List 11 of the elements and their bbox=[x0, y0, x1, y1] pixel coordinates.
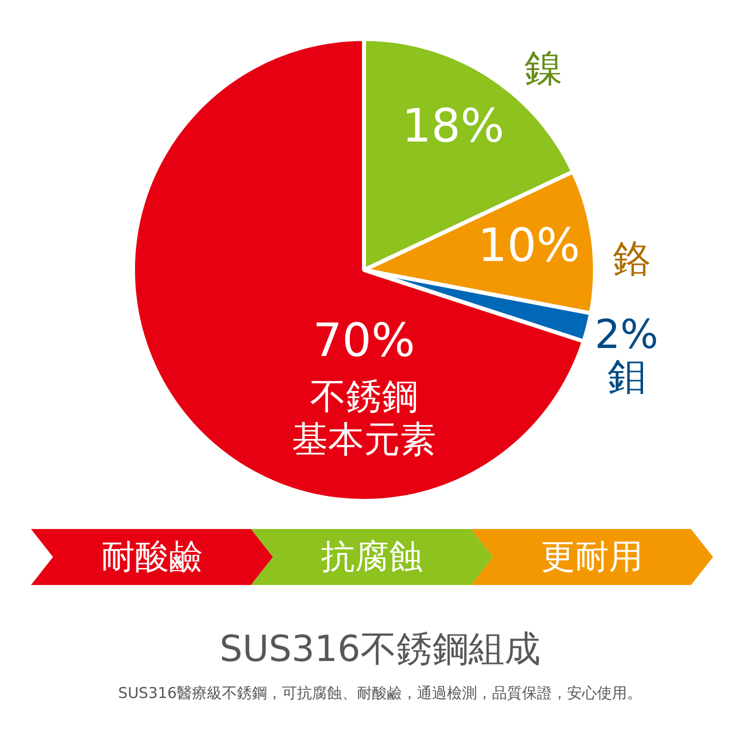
data-label: 18% bbox=[402, 98, 504, 153]
data-label: 10% bbox=[478, 218, 580, 272]
text: 抗腐蝕 bbox=[321, 537, 423, 577]
slice-label: 不銹鋼基本元素 bbox=[292, 376, 436, 460]
text: SUS316醫療級不銹鋼，可抗腐蝕、耐酸鹼，通過檢測，品質保證，安心使用。 bbox=[118, 684, 642, 702]
text: 耐酸鹼 bbox=[101, 537, 203, 577]
slice-label: 鉻 bbox=[612, 236, 651, 280]
slice-label: 鎳 bbox=[524, 46, 563, 90]
text: 更耐用 bbox=[541, 537, 643, 577]
text: SUS316不銹鋼組成 bbox=[220, 629, 540, 670]
data-label: 70% bbox=[312, 312, 416, 367]
